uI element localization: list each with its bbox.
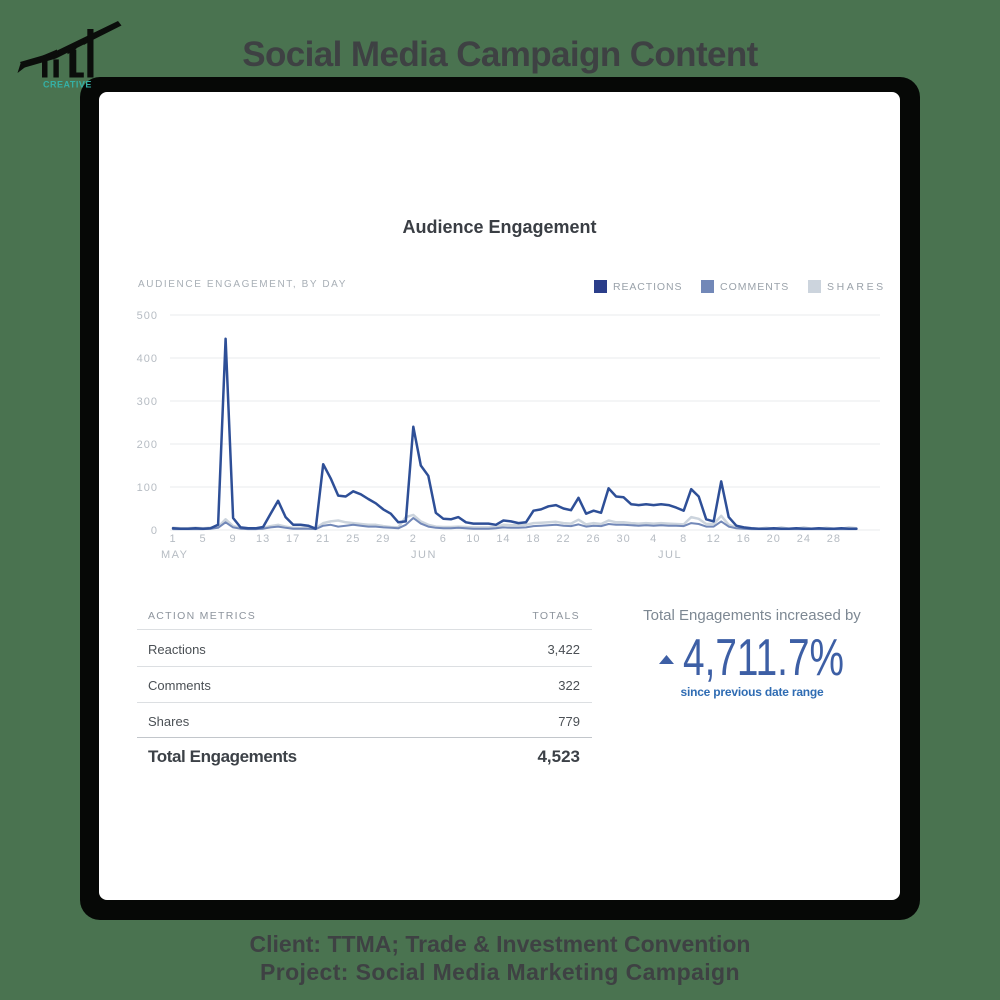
svg-text:JUL: JUL xyxy=(658,549,682,561)
svg-text:28: 28 xyxy=(827,533,841,545)
svg-text:25: 25 xyxy=(346,533,360,545)
svg-text:12: 12 xyxy=(707,533,721,545)
svg-text:9: 9 xyxy=(230,533,237,545)
svg-text:4: 4 xyxy=(650,533,657,545)
svg-text:CREATIVE: CREATIVE xyxy=(43,80,92,90)
svg-text:300: 300 xyxy=(137,396,158,408)
svg-text:MAY: MAY xyxy=(161,549,189,561)
svg-text:0: 0 xyxy=(151,525,158,537)
svg-text:6: 6 xyxy=(440,533,447,545)
svg-text:29: 29 xyxy=(376,533,390,545)
svg-text:16: 16 xyxy=(737,533,751,545)
svg-text:14: 14 xyxy=(496,533,510,545)
svg-text:200: 200 xyxy=(137,439,158,451)
svg-text:24: 24 xyxy=(797,533,811,545)
svg-text:4,711.7%: 4,711.7% xyxy=(683,630,844,682)
svg-text:100: 100 xyxy=(137,482,158,494)
svg-text:22: 22 xyxy=(556,533,570,545)
svg-text:18: 18 xyxy=(526,533,540,545)
svg-text:21: 21 xyxy=(316,533,330,545)
svg-text:13: 13 xyxy=(256,533,270,545)
svg-text:8: 8 xyxy=(680,533,687,545)
svg-text:2: 2 xyxy=(410,533,417,545)
svg-text:1: 1 xyxy=(169,533,176,545)
svg-text:26: 26 xyxy=(586,533,600,545)
svg-text:10: 10 xyxy=(466,533,480,545)
svg-text:400: 400 xyxy=(137,353,158,365)
svg-text:20: 20 xyxy=(767,533,781,545)
svg-text:5: 5 xyxy=(199,533,206,545)
svg-text:JUN: JUN xyxy=(411,549,437,561)
svg-text:500: 500 xyxy=(137,310,158,322)
svg-text:17: 17 xyxy=(286,533,300,545)
svg-text:30: 30 xyxy=(616,533,630,545)
